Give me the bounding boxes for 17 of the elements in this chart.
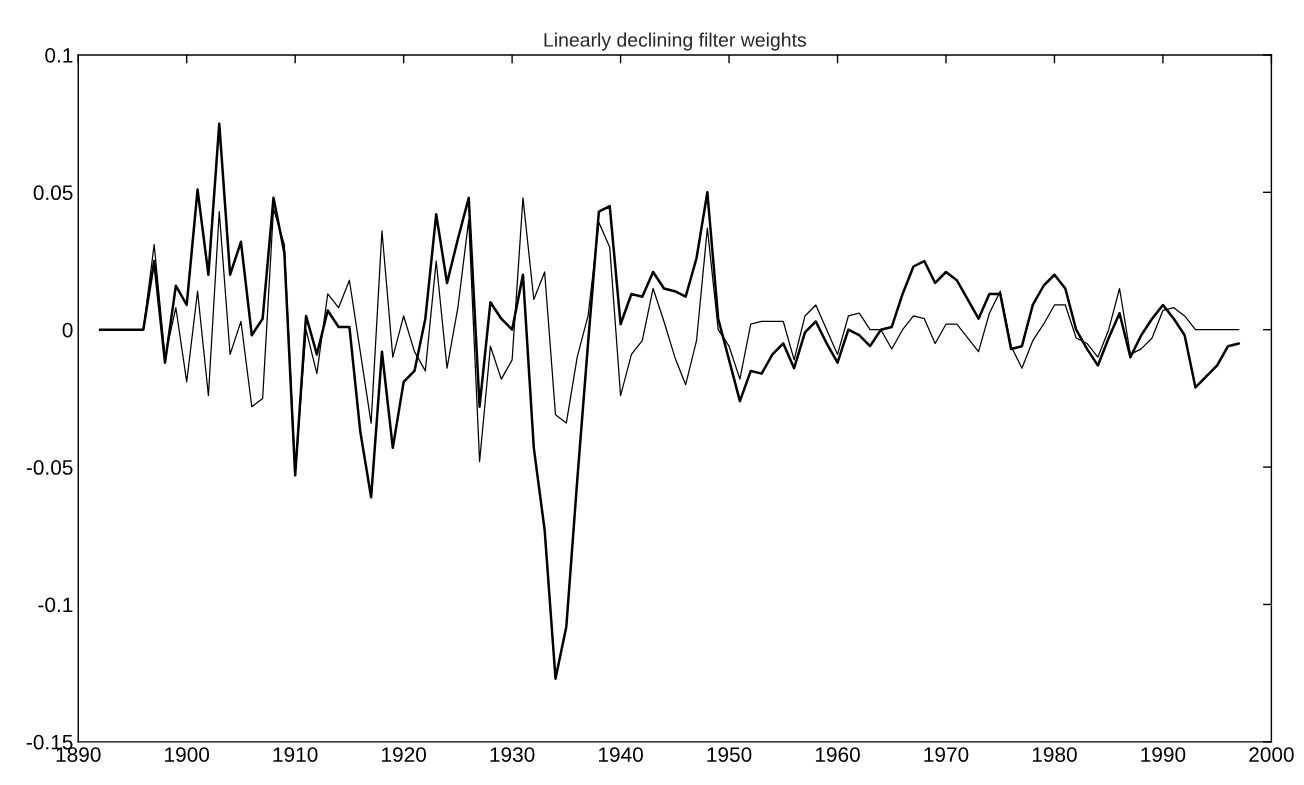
y-tick-label: -0.05	[26, 460, 73, 475]
chart-title: Linearly declining filter weights	[544, 32, 806, 51]
x-tick-label: 2000	[1249, 747, 1294, 762]
y-tick-label: 0.1	[45, 47, 73, 63]
x-tick-label: 1960	[815, 747, 860, 762]
x-tick-label: 1910	[273, 747, 318, 762]
x-tick-label: 1900	[165, 747, 210, 762]
x-tick-label: 1990	[1141, 747, 1186, 762]
x-tick-label: 1950	[707, 747, 752, 762]
x-tick-label: 1930	[490, 747, 535, 762]
y-tick-label: -0.1	[38, 597, 73, 613]
y-tick-label: 0.05	[33, 185, 73, 201]
x-tick-label: 1940	[599, 747, 643, 762]
x-tick-label: 1920	[382, 747, 427, 762]
y-tick-label: 0	[62, 322, 73, 338]
x-tick-label: 1970	[924, 747, 969, 762]
x-tick-label: 1980	[1032, 747, 1077, 762]
